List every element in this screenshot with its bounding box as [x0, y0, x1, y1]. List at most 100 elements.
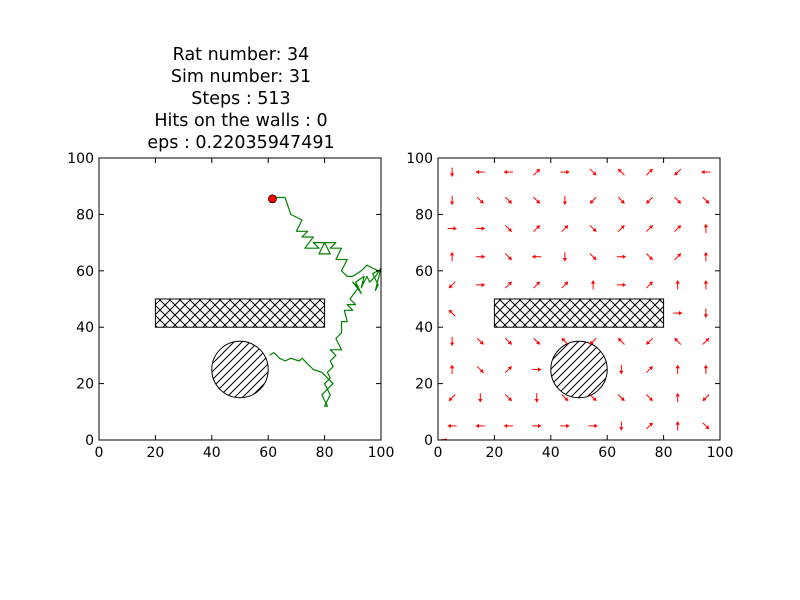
- policy-arrow: [674, 337, 682, 345]
- policy-arrow: [645, 224, 654, 233]
- arrow-head: [449, 201, 455, 205]
- arrow-head: [447, 423, 451, 429]
- arrow-head: [507, 340, 512, 345]
- policy-arrow: [533, 168, 541, 176]
- axes-frame: [437, 157, 721, 441]
- policy-arrow: [674, 224, 682, 233]
- arrow-head: [620, 225, 625, 230]
- arrow-head: [705, 199, 710, 204]
- arrow-head: [648, 281, 653, 286]
- arrow-head: [646, 199, 651, 204]
- policy-arrow: [561, 394, 569, 402]
- arrow-head: [589, 199, 594, 204]
- arrow-head: [536, 225, 540, 230]
- policy-arrow: [447, 226, 457, 231]
- policy-arrow: [448, 281, 456, 289]
- arrow-head: [449, 342, 455, 346]
- arrow-head: [701, 169, 705, 175]
- arrow-head: [564, 397, 569, 401]
- arrow-head: [507, 281, 512, 286]
- policy-arrow: [617, 224, 625, 233]
- wall-obstacle: [493, 298, 665, 328]
- policy-arrow: [674, 168, 682, 176]
- y-tick-label: 100: [406, 151, 433, 167]
- y-tick-label: 80: [415, 207, 433, 223]
- figure-title: Rat number: 34 Sim number: 31 Steps : 51…: [92, 44, 390, 154]
- y-tick-label: 20: [76, 377, 94, 393]
- policy-arrow: [702, 196, 710, 204]
- policy-arrow: [645, 337, 654, 345]
- policy-arrow: [617, 394, 625, 402]
- arrow-head: [677, 199, 681, 204]
- arrow-head: [448, 309, 453, 314]
- arrow-head: [564, 225, 569, 230]
- rat-marker: [268, 194, 277, 204]
- x-tick-label: 40: [203, 445, 221, 461]
- policy-arrow: [589, 337, 597, 345]
- arrow-head: [592, 171, 597, 176]
- arrow-head: [538, 423, 542, 429]
- policy-arrow: [533, 224, 541, 233]
- arrow-head: [702, 397, 707, 401]
- y-tick-label: 60: [76, 264, 94, 280]
- policy-arrow: [449, 252, 455, 262]
- arrow-head: [475, 169, 479, 175]
- policy-arrow: [476, 365, 484, 374]
- policy-arrow: [619, 365, 624, 374]
- arrow-head: [507, 256, 512, 260]
- policy-arrow: [590, 280, 596, 290]
- policy-arrow: [675, 365, 680, 374]
- arrow-head: [622, 254, 626, 259]
- policy-arrow: [703, 308, 709, 318]
- policy-arrow: [533, 281, 541, 289]
- policy-arrow: [617, 337, 625, 345]
- x-tick-label: 40: [542, 445, 560, 461]
- title-wall-hits: Hits on the walls : 0: [154, 111, 328, 131]
- policy-arrow: [449, 365, 455, 374]
- policy-arrow: [449, 167, 455, 177]
- policy-arrow: [616, 254, 626, 259]
- policy-arrow: [448, 309, 456, 317]
- arrow-head: [481, 254, 485, 259]
- policy-arrow: [475, 423, 485, 429]
- policy-arrow: [532, 367, 542, 372]
- arrow-head: [618, 168, 622, 173]
- arrow-head: [592, 397, 597, 401]
- arrow-head: [478, 399, 483, 403]
- policy-arrow: [449, 336, 455, 346]
- arrow-head: [504, 169, 508, 175]
- arrow-head: [648, 366, 653, 371]
- y-tick-label: 60: [415, 264, 433, 280]
- policy-arrow: [504, 224, 513, 233]
- arrow-head: [679, 310, 683, 316]
- arrow-head: [536, 340, 540, 345]
- arrow-head: [620, 397, 625, 401]
- policy-arrow: [703, 280, 709, 290]
- y-tick-label: 40: [415, 320, 433, 336]
- policy-arrow: [561, 224, 569, 233]
- x-tick-label: 0: [95, 445, 104, 461]
- axes-frame: [98, 157, 382, 441]
- arrow-head: [619, 370, 624, 374]
- arrow-head: [448, 397, 453, 401]
- arrow-head: [648, 225, 653, 230]
- policy-arrow: [703, 365, 709, 374]
- policy-arrow: [702, 394, 710, 402]
- policy-arrow: [475, 226, 485, 231]
- arrow-head: [646, 340, 651, 345]
- x-tick-label: 20: [485, 445, 503, 461]
- arrow-head: [648, 168, 653, 173]
- arrow-head: [589, 340, 594, 345]
- arrow-head: [677, 225, 681, 230]
- arrow-head: [507, 366, 512, 371]
- x-tick-label: 20: [146, 445, 164, 461]
- policy-arrow: [533, 337, 541, 345]
- y-tick-label: 100: [67, 151, 94, 167]
- arrow-head: [536, 168, 540, 173]
- circle-obstacle: [550, 340, 608, 399]
- policy-arrow: [504, 423, 513, 429]
- policy-arrow: [645, 394, 654, 402]
- arrow-head: [619, 427, 624, 431]
- arrow-head: [566, 423, 570, 429]
